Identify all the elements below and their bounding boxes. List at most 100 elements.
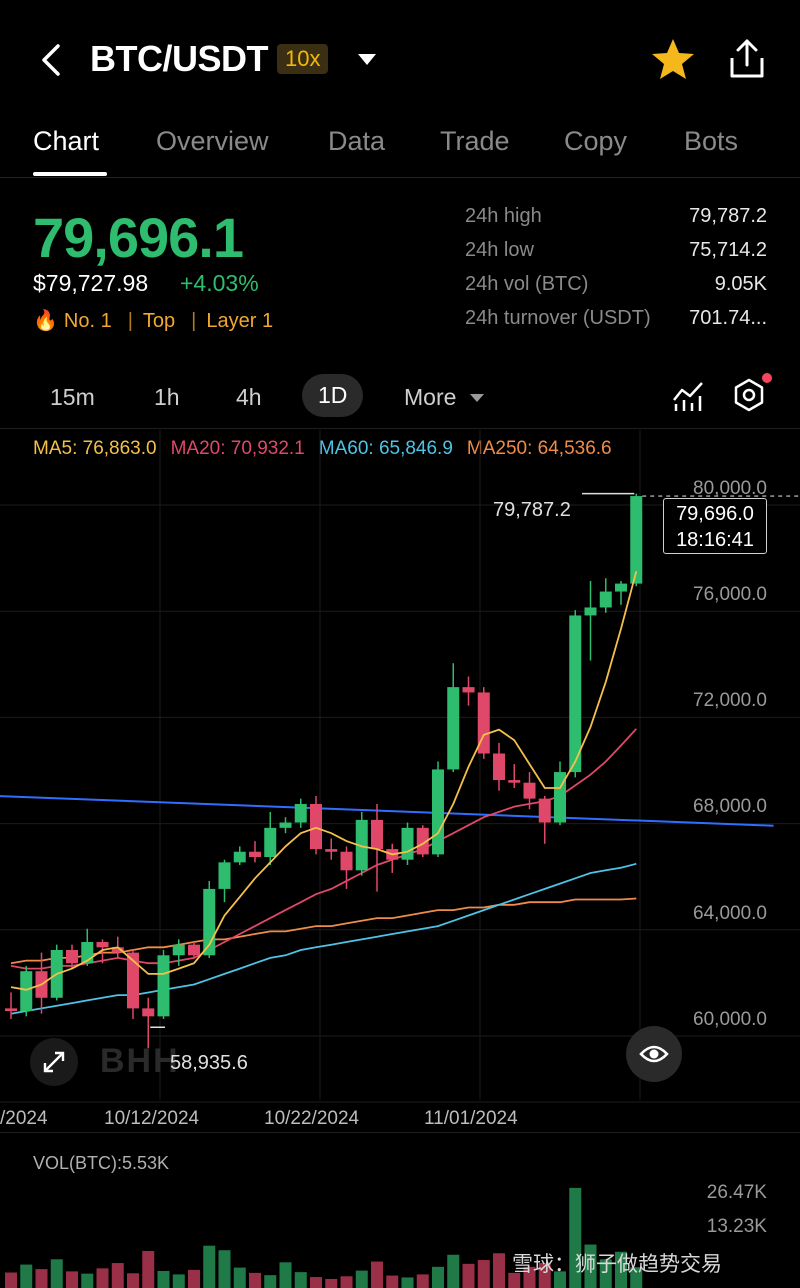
last-price: 79,696.1 [33,206,244,269]
candle-body [5,1008,17,1012]
candle-body [477,692,490,754]
interval-more[interactable]: More [404,384,457,410]
candle [218,859,231,903]
volume-bar [35,1269,48,1288]
pair-dropdown-icon[interactable] [354,48,380,70]
candle [5,992,17,1019]
pair-title[interactable]: BTC/USDT [90,38,269,79]
low-marker-label: 58,935.6 [170,1052,248,1074]
chart-settings-icon[interactable] [730,376,768,414]
stat-value: 75,714.2 [689,239,767,261]
candle [508,764,521,789]
volume-panel [0,1132,800,1288]
stat-row: 24h low 75,714.2 [465,239,767,273]
stat-value: 9.05K [714,273,767,295]
volume-bar [66,1271,78,1288]
stat-label: 24h vol (BTC) [465,273,589,295]
candle [630,493,643,587]
y-tick-label: 80,000.0 [693,478,767,499]
candle [325,838,338,860]
visibility-toggle-button[interactable] [626,1026,682,1082]
more-caret-icon[interactable] [469,392,485,404]
tab-trade[interactable]: Trade [440,126,510,156]
volume-bar [50,1259,63,1288]
candle [447,663,460,773]
interval-15m[interactable]: 15m [50,384,95,410]
indicator-icon[interactable] [670,378,706,414]
volume-bar [615,1251,627,1288]
tag-layer1[interactable]: Layer 1 [206,310,274,332]
candle-body [554,772,566,823]
candle [599,578,612,613]
candle-body [401,827,414,860]
tab-copy[interactable]: Copy [564,126,628,156]
tab-data[interactable]: Data [328,126,386,156]
candle [294,798,307,828]
candle [96,939,109,964]
candle [493,742,505,791]
candle-body [249,851,261,858]
back-arrow-icon[interactable] [30,38,74,82]
stat-row: 24h turnover (USDT) 701.74... [465,307,767,341]
tag-rank[interactable]: No. 1 [63,310,112,332]
current-price-tag[interactable]: 79,696.0 18:16:41 [663,498,767,554]
leverage-badge[interactable]: 10x [277,44,329,74]
candle [432,761,444,858]
tab-bots[interactable]: Bots [684,126,739,156]
coin-tags: 🔥 No. 1 | Top | Layer 1 [33,310,274,332]
share-icon[interactable] [724,36,770,82]
volume-bar [584,1244,597,1288]
candle-body [264,827,277,858]
candle-body [355,819,368,871]
stat-row: 24h high 79,787.2 [465,205,767,239]
interval-1h[interactable]: 1h [154,384,180,410]
volume-bar [172,1274,185,1288]
candle-body [20,971,33,1012]
candle [203,880,216,958]
volume-bar [249,1272,261,1288]
candle-body [462,687,475,693]
candle [477,687,490,759]
volume-bar [447,1254,460,1288]
volume-bar [401,1277,414,1288]
candle [355,811,368,876]
tag-top[interactable]: Top [142,310,176,332]
x-tick-label: 10/12/2024 [104,1108,200,1129]
favorite-star-icon[interactable] [650,36,696,82]
volume-bar [462,1263,475,1288]
divider [0,428,800,429]
candle [157,949,170,1019]
current-price-value: 79,696.0 [676,503,754,525]
ma250-line [10,897,637,965]
candle-body [233,851,246,863]
volume-bar [157,1270,170,1288]
ma20-line [10,728,637,970]
volume-bar [493,1253,505,1288]
candle-body [294,803,307,823]
candlestick-chart[interactable] [0,430,800,1288]
volume-bar [310,1277,322,1288]
interval-1d[interactable]: 1D [302,374,364,417]
fire-icon: 🔥 [33,310,58,332]
volume-bar [569,1187,582,1288]
candle-body [218,862,231,889]
candle-body [416,827,429,855]
candle [416,825,429,858]
stat-row: 24h vol (BTC) 9.05K [465,273,767,307]
ma-legend: MA5: 76,863.0 MA20: 70,932.1 MA60: 65,846.… [33,437,633,461]
candle [462,676,475,706]
interval-4h[interactable]: 4h [236,384,262,410]
volume-bar [188,1269,200,1288]
volume-bar [96,1268,109,1288]
ma60-line [10,862,637,1015]
ma60-label: MA60: 65,846.9 [318,438,453,459]
volume-bar [432,1266,444,1288]
candle [371,803,383,892]
tab-overview[interactable]: Overview [156,126,269,156]
volume-bar [264,1275,277,1288]
tab-chart[interactable]: Chart [33,126,100,156]
fullscreen-button[interactable] [30,1038,78,1086]
candle-body [432,769,444,855]
y-tick-label: 64,000.0 [693,903,767,924]
candle [569,610,582,778]
